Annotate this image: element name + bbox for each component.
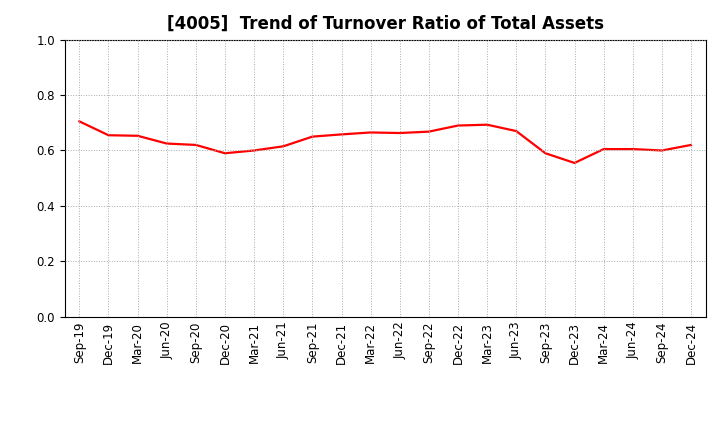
Title: [4005]  Trend of Turnover Ratio of Total Assets: [4005] Trend of Turnover Ratio of Total … (167, 15, 603, 33)
